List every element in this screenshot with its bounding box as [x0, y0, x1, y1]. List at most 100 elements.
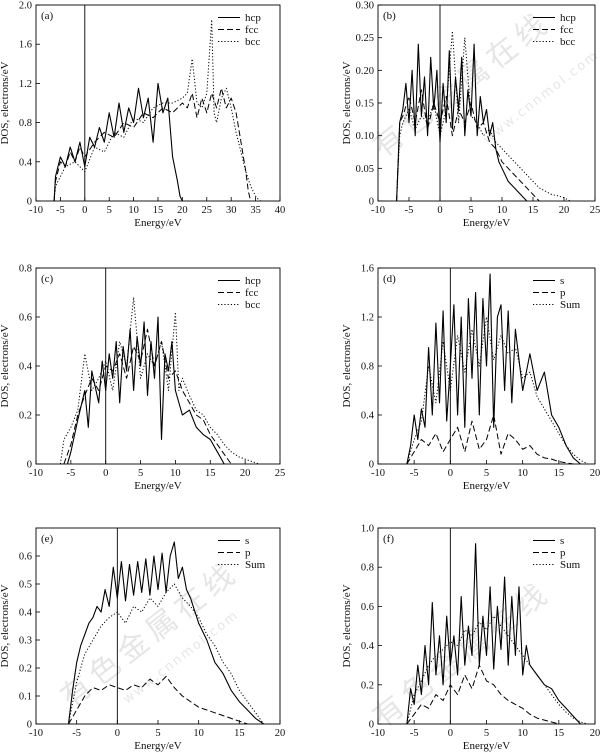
x-axis-label: Energy/eV: [134, 480, 182, 492]
legend-label: s: [560, 275, 564, 287]
x-tick-label: 40: [275, 205, 286, 216]
legend-label: Sum: [245, 559, 266, 571]
y-tick-label: 0: [27, 720, 32, 731]
series-line-p: [68, 675, 248, 725]
y-tick-label: 0: [27, 460, 32, 471]
legend-label: fcc: [245, 24, 259, 36]
legend-label: hcp: [560, 12, 576, 24]
series-line-bcc: [396, 30, 571, 202]
x-tick-label: 25: [590, 205, 601, 216]
y-tick-label: 0: [369, 720, 374, 731]
legend-label: bcc: [245, 299, 260, 311]
x-tick-label: 5: [484, 468, 489, 479]
y-tick-label: 0.4: [361, 641, 375, 652]
panel-label: (f): [383, 533, 394, 545]
x-tick-label: 5: [484, 728, 489, 739]
series-line-fcc: [396, 89, 540, 202]
x-tick-label: -5: [72, 728, 81, 739]
y-tick-label: 0.6: [361, 602, 374, 613]
x-tick-label: 0: [448, 468, 453, 479]
legend-label: p: [560, 547, 566, 559]
panel-label: (a): [41, 10, 54, 22]
panel-label: (b): [383, 10, 396, 22]
x-tick-label: 0: [82, 205, 87, 216]
legend-label: hcp: [245, 12, 261, 24]
x-tick-label: 35: [250, 205, 261, 216]
y-tick-label: 0.4: [19, 157, 33, 168]
y-tick-label: 0.6: [19, 552, 32, 563]
y-tick-label: 0.6: [19, 313, 32, 324]
legend-label: s: [560, 535, 564, 547]
series-line-bcc: [59, 296, 260, 465]
x-tick-label: 20: [590, 728, 601, 739]
legend-label: p: [245, 547, 251, 559]
y-tick-label: 0.8: [361, 362, 374, 373]
x-tick-label: 20: [177, 205, 188, 216]
legend-label: fcc: [560, 24, 574, 36]
x-tick-label: -10: [29, 205, 43, 216]
x-tick-label: 0: [437, 205, 442, 216]
x-axis-label: Energy/eV: [463, 217, 511, 229]
x-tick-label: 5: [138, 468, 143, 479]
y-tick-label: 1.2: [19, 79, 32, 90]
series-line-sum: [406, 316, 589, 465]
y-tick-label: 0.15: [356, 99, 374, 110]
series-line-p: [406, 414, 574, 465]
panel-label: (e): [41, 533, 54, 545]
x-tick-label: -5: [410, 468, 419, 479]
x-axis-label: Energy/eV: [134, 217, 182, 229]
legend-label: Sum: [560, 299, 581, 311]
panel-label: (c): [41, 273, 54, 285]
panel-c: -10 -5 0 5 10 15 20 25 0 0.2 0.4 0.6 0.8 Energy/eV DOS…: [0, 264, 285, 493]
y-axis-label: DOS, electrons/eV: [0, 61, 11, 144]
series-line-sum: [68, 583, 265, 725]
y-tick-label: 0.25: [356, 33, 374, 44]
legend-label: bcc: [560, 36, 575, 48]
series-line-fcc: [53, 87, 252, 202]
panel-b: -10 -5 0 5 10 15 20 25 0 0.05 0.10 0.15 0.20 0.25 0.30…: [341, 1, 600, 230]
panel-d: -10 -5 0 5 10 15 20 0 0.4 0.8 1.2 1.6 Energy/eV DOS, …: [341, 264, 600, 493]
x-tick-label: 10: [517, 468, 528, 479]
y-tick-label: 0.30: [356, 1, 374, 12]
y-tick-label: 0.2: [19, 411, 32, 422]
x-tick-label: 5: [468, 205, 473, 216]
x-tick-label: -10: [371, 728, 385, 739]
x-tick-label: 10: [128, 205, 139, 216]
x-tick-label: 10: [517, 728, 528, 739]
panel-a: -10 -5 0 5 10 15 20 25 30 35 40 0 0.4 0.8 1.2 1.6 2.0 Ene…: [0, 1, 285, 230]
y-axis-label: DOS, electrons/eV: [0, 584, 11, 667]
x-tick-label: 20: [275, 728, 286, 739]
y-tick-label: 0.10: [356, 131, 374, 142]
y-tick-label: 0.4: [361, 411, 375, 422]
x-tick-label: -10: [371, 468, 385, 479]
x-axis-label: Energy/eV: [463, 480, 511, 492]
x-tick-label: 20: [590, 468, 601, 479]
x-tick-label: 30: [226, 205, 237, 216]
series-line-s: [406, 273, 581, 465]
legend-label: hcp: [245, 275, 261, 287]
legend-label: bcc: [245, 36, 260, 48]
panel-e: -10 -5 0 5 10 15 20 0 0.1 0.2 0.3 0.4 0.5 0.6 Energy/e…: [0, 527, 286, 752]
x-tick-label: -5: [405, 205, 414, 216]
y-tick-label: 0.4: [19, 608, 33, 619]
series-line-sum: [406, 615, 588, 725]
x-tick-label: -10: [371, 205, 385, 216]
x-tick-label: 20: [240, 468, 251, 479]
x-tick-label: -5: [66, 468, 75, 479]
y-axis-label: DOS, electrons/eV: [341, 584, 353, 667]
x-tick-label: 15: [205, 468, 216, 479]
y-tick-label: 0.05: [356, 164, 374, 175]
x-tick-label: 0: [103, 468, 108, 479]
y-axis-label: DOS, electrons/eV: [0, 324, 11, 407]
x-tick-label: 15: [153, 205, 164, 216]
legend-label: Sum: [560, 559, 581, 571]
x-tick-label: -10: [29, 728, 43, 739]
x-tick-label: 15: [528, 205, 539, 216]
y-tick-label: 0.2: [19, 664, 32, 675]
y-tick-label: 0.2: [361, 680, 374, 691]
y-tick-label: 0: [27, 197, 32, 208]
x-tick-label: 10: [193, 728, 204, 739]
x-tick-label: -5: [410, 728, 419, 739]
x-tick-label: 0: [448, 728, 453, 739]
y-tick-label: 1.6: [19, 40, 32, 51]
